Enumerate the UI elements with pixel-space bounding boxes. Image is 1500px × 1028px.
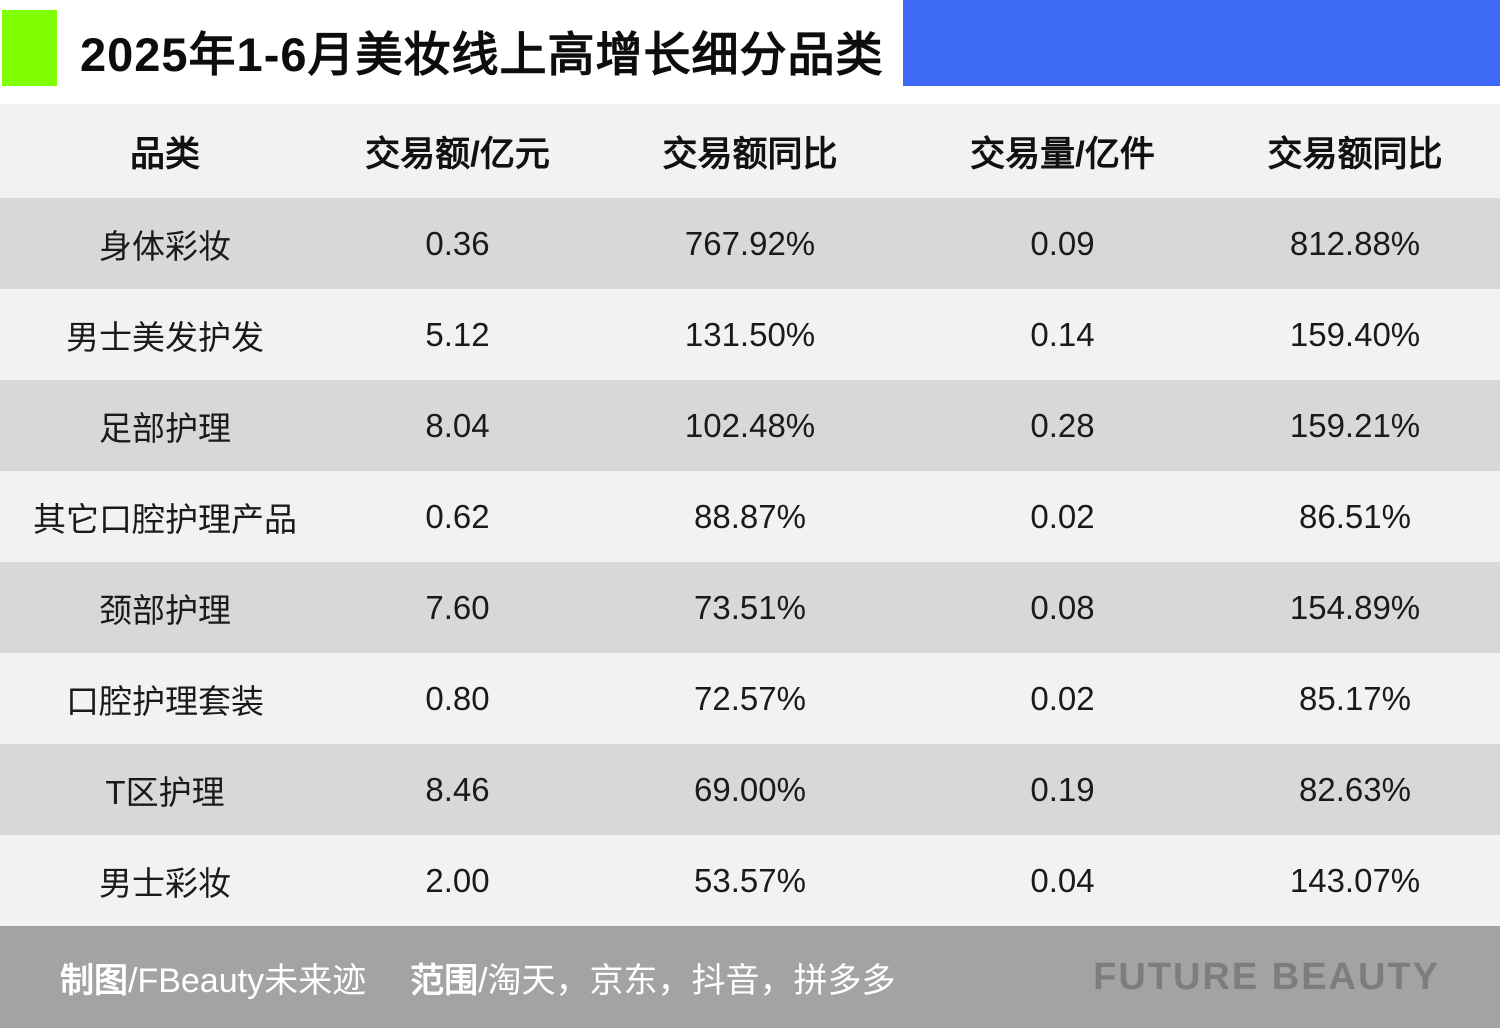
cell-volume: 0.09	[1030, 224, 1095, 262]
cell-volume-yoy: 82.63%	[1299, 770, 1411, 808]
scope-label: 范围	[410, 961, 479, 1000]
col-header-volume: 交易量/亿件	[970, 134, 1155, 174]
cell-gmv-yoy: 53.57%	[694, 861, 806, 899]
cell-gmv-yoy: 69.00%	[694, 770, 806, 808]
col-header-category: 品类	[129, 134, 200, 174]
footer-bar: 制图/FBeauty未来迹 范围/淘天，京东，抖音，拼多多 FUTURE BEA…	[0, 926, 1500, 1028]
cell-volume: 0.08	[1030, 588, 1095, 626]
data-table: 品类 交易额/亿元 交易额同比 交易量/亿件 交易额同比 身体彩妆 0.36 7…	[0, 104, 1500, 926]
table-row: 男士彩妆 2.00 53.57% 0.04 143.07%	[0, 835, 1500, 926]
table-row: 颈部护理 7.60 73.51% 0.08 154.89%	[0, 562, 1500, 653]
cell-gmv: 0.62	[425, 497, 490, 535]
cell-gmv: 2.00	[425, 861, 490, 899]
cell-gmv: 0.80	[425, 679, 490, 717]
table-row: 其它口腔护理产品 0.62 88.87% 0.02 86.51%	[0, 471, 1500, 562]
page-title: 2025年1-6月美妆线上高增长细分品类	[80, 28, 884, 82]
col-header-gmv-yoy: 交易额同比	[662, 134, 838, 174]
credit-text: 制图/FBeauty未来迹	[60, 953, 366, 1002]
cell-volume-yoy: 159.40%	[1289, 315, 1421, 353]
table-header-row: 品类 交易额/亿元 交易额同比 交易量/亿件 交易额同比	[0, 104, 1500, 198]
cell-gmv-yoy: 73.51%	[694, 588, 806, 626]
cell-volume-yoy: 154.89%	[1289, 588, 1421, 626]
cell-volume: 0.14	[1030, 315, 1095, 353]
title-bar: 2025年1-6月美妆线上高增长细分品类	[0, 0, 1500, 104]
accent-blue-block	[903, 0, 1500, 86]
cell-category: 男士美发护发	[66, 318, 264, 356]
table-row: 身体彩妆 0.36 767.92% 0.09 812.88%	[0, 198, 1500, 289]
cell-volume-yoy: 85.17%	[1299, 679, 1411, 717]
cell-gmv-yoy: 88.87%	[694, 497, 806, 535]
cell-category: 足部护理	[99, 409, 231, 447]
cell-volume: 0.04	[1030, 861, 1095, 899]
col-header-gmv: 交易额/亿元	[365, 134, 550, 174]
cell-gmv: 5.12	[425, 315, 490, 353]
cell-category: 身体彩妆	[99, 227, 231, 265]
cell-volume-yoy: 159.21%	[1289, 406, 1421, 444]
accent-green-block	[2, 10, 57, 86]
credit-label: 制图	[60, 961, 128, 1000]
table-row: 口腔护理套装 0.80 72.57% 0.02 85.17%	[0, 653, 1500, 744]
table-row: 男士美发护发 5.12 131.50% 0.14 159.40%	[0, 289, 1500, 380]
cell-gmv: 7.60	[425, 588, 490, 626]
cell-category: 口腔护理套装	[66, 682, 264, 720]
cell-gmv: 0.36	[425, 224, 490, 262]
col-header-volume-yoy: 交易额同比	[1267, 134, 1443, 174]
cell-volume: 0.02	[1030, 679, 1095, 717]
table-row: 足部护理 8.04 102.48% 0.28 159.21%	[0, 380, 1500, 471]
cell-volume: 0.02	[1030, 497, 1095, 535]
cell-gmv-yoy: 767.92%	[684, 224, 816, 262]
cell-gmv-yoy: 102.48%	[684, 406, 816, 444]
brand-logo: FUTURE BEAUTY	[1093, 955, 1440, 998]
cell-gmv: 8.46	[425, 770, 490, 808]
cell-category: 其它口腔护理产品	[33, 500, 297, 538]
scope-value: /淘天，京东，抖音，拼多多	[478, 961, 896, 1000]
cell-gmv: 8.04	[425, 406, 490, 444]
scope-text: 范围/淘天，京东，抖音，拼多多	[410, 953, 895, 1002]
cell-volume-yoy: 143.07%	[1289, 861, 1421, 899]
cell-category: 男士彩妆	[99, 864, 231, 902]
cell-category: 颈部护理	[99, 591, 231, 629]
table-row: T区护理 8.46 69.00% 0.19 82.63%	[0, 744, 1500, 835]
cell-volume-yoy: 812.88%	[1289, 224, 1421, 262]
cell-category: T区护理	[105, 773, 225, 811]
cell-gmv-yoy: 72.57%	[694, 679, 806, 717]
cell-volume: 0.19	[1030, 770, 1095, 808]
credit-value: /FBeauty未来迹	[128, 961, 367, 1000]
cell-volume: 0.28	[1030, 406, 1095, 444]
cell-volume-yoy: 86.51%	[1299, 497, 1411, 535]
cell-gmv-yoy: 131.50%	[684, 315, 816, 353]
